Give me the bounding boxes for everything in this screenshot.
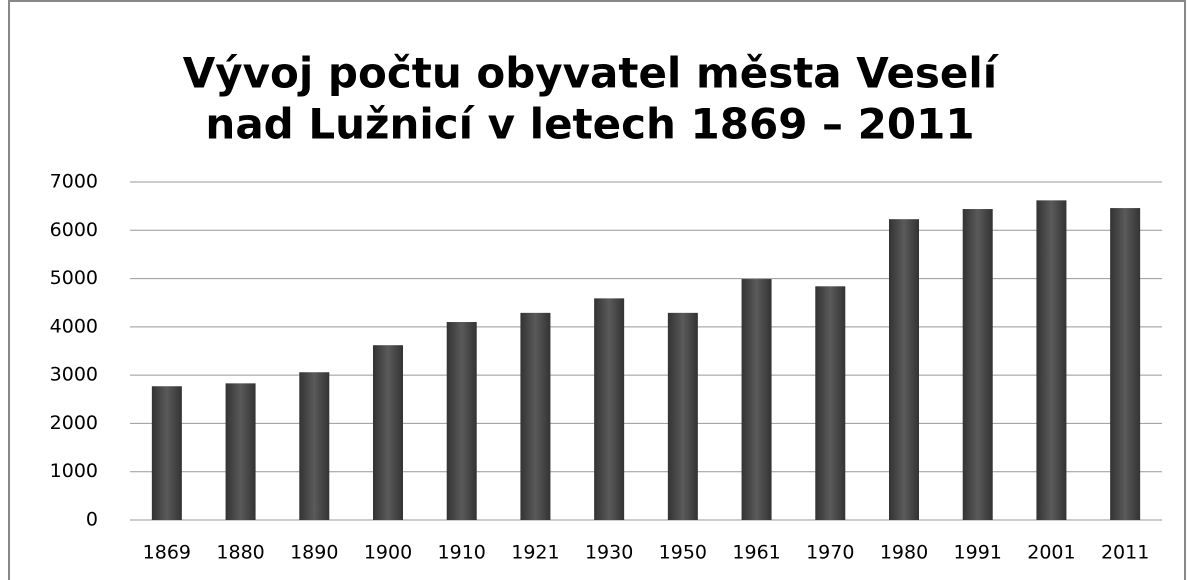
x-tick-label: 1970	[806, 542, 854, 564]
x-tick-label: 2001	[1027, 542, 1075, 564]
bar	[667, 312, 698, 520]
y-tick-label: 7000	[50, 171, 98, 193]
x-tick-label: 1961	[732, 542, 780, 564]
y-tick-label: 3000	[50, 364, 98, 386]
bar	[151, 386, 182, 520]
bar	[962, 209, 993, 521]
x-tick-label: 1880	[216, 542, 264, 564]
bar	[1036, 200, 1067, 520]
y-tick-label: 4000	[50, 315, 98, 337]
x-tick-label: 1950	[659, 542, 707, 564]
chart-title: nad Lužnicí v letech 1869 – 2011	[205, 100, 974, 149]
y-tick-label: 0	[86, 509, 98, 531]
bar	[225, 383, 256, 520]
bar	[741, 279, 772, 520]
y-tick-label: 6000	[50, 219, 98, 241]
y-tick-label: 2000	[50, 412, 98, 434]
bar	[594, 298, 625, 520]
chart-title: Vývoj počtu obyvatel města Veselí	[183, 49, 1000, 98]
bar	[299, 372, 330, 520]
bar	[1110, 208, 1141, 520]
x-tick-label: 1980	[880, 542, 928, 564]
x-tick-label: 1930	[585, 542, 633, 564]
x-tick-label: 1991	[954, 542, 1002, 564]
x-tick-label: 1900	[364, 542, 412, 564]
x-tick-label: 1890	[290, 542, 338, 564]
y-tick-label: 5000	[50, 267, 98, 289]
bar	[446, 322, 477, 520]
y-tick-label: 1000	[50, 460, 98, 482]
x-tick-label: 1921	[511, 542, 559, 564]
bar	[373, 345, 403, 520]
bar	[889, 219, 919, 520]
x-tick-label: 1869	[143, 542, 191, 564]
x-tick-label: 2011	[1101, 542, 1149, 564]
bar	[520, 312, 551, 520]
x-tick-label: 1910	[438, 542, 486, 564]
bar	[815, 286, 846, 520]
